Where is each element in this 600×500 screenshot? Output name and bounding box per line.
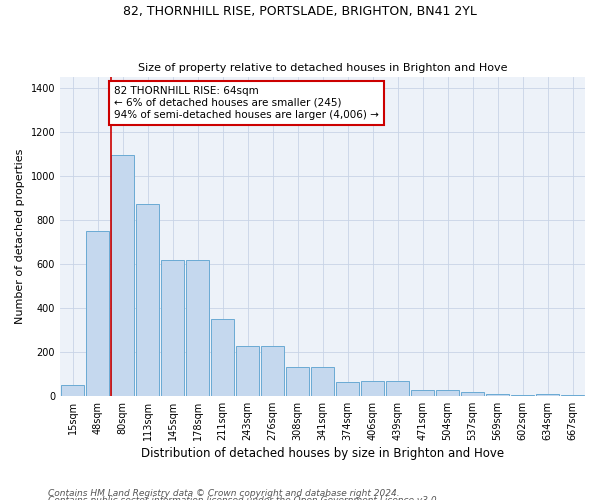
Bar bbox=[386, 381, 409, 396]
Bar bbox=[236, 346, 259, 396]
Bar bbox=[536, 394, 559, 396]
Bar bbox=[335, 382, 359, 396]
Text: Contains HM Land Registry data © Crown copyright and database right 2024.: Contains HM Land Registry data © Crown c… bbox=[48, 488, 400, 498]
Bar bbox=[110, 154, 134, 396]
Bar bbox=[461, 392, 484, 396]
Bar bbox=[436, 390, 460, 396]
Bar bbox=[311, 366, 334, 396]
Text: Contains public sector information licensed under the Open Government Licence v3: Contains public sector information licen… bbox=[48, 496, 439, 500]
Bar bbox=[560, 394, 584, 396]
Text: 82 THORNHILL RISE: 64sqm
← 6% of detached houses are smaller (245)
94% of semi-d: 82 THORNHILL RISE: 64sqm ← 6% of detache… bbox=[114, 86, 379, 120]
Bar bbox=[136, 204, 160, 396]
Bar bbox=[161, 260, 184, 396]
Bar bbox=[211, 319, 235, 396]
Bar bbox=[410, 390, 434, 396]
Bar bbox=[485, 394, 509, 396]
Text: 82, THORNHILL RISE, PORTSLADE, BRIGHTON, BN41 2YL: 82, THORNHILL RISE, PORTSLADE, BRIGHTON,… bbox=[123, 5, 477, 18]
Title: Size of property relative to detached houses in Brighton and Hove: Size of property relative to detached ho… bbox=[138, 63, 507, 73]
Bar bbox=[286, 366, 310, 396]
Bar bbox=[61, 385, 85, 396]
Bar bbox=[511, 394, 535, 396]
Y-axis label: Number of detached properties: Number of detached properties bbox=[15, 148, 25, 324]
X-axis label: Distribution of detached houses by size in Brighton and Hove: Distribution of detached houses by size … bbox=[141, 447, 504, 460]
Bar bbox=[260, 346, 284, 396]
Bar bbox=[185, 260, 209, 396]
Bar bbox=[361, 381, 385, 396]
Bar bbox=[86, 230, 109, 396]
